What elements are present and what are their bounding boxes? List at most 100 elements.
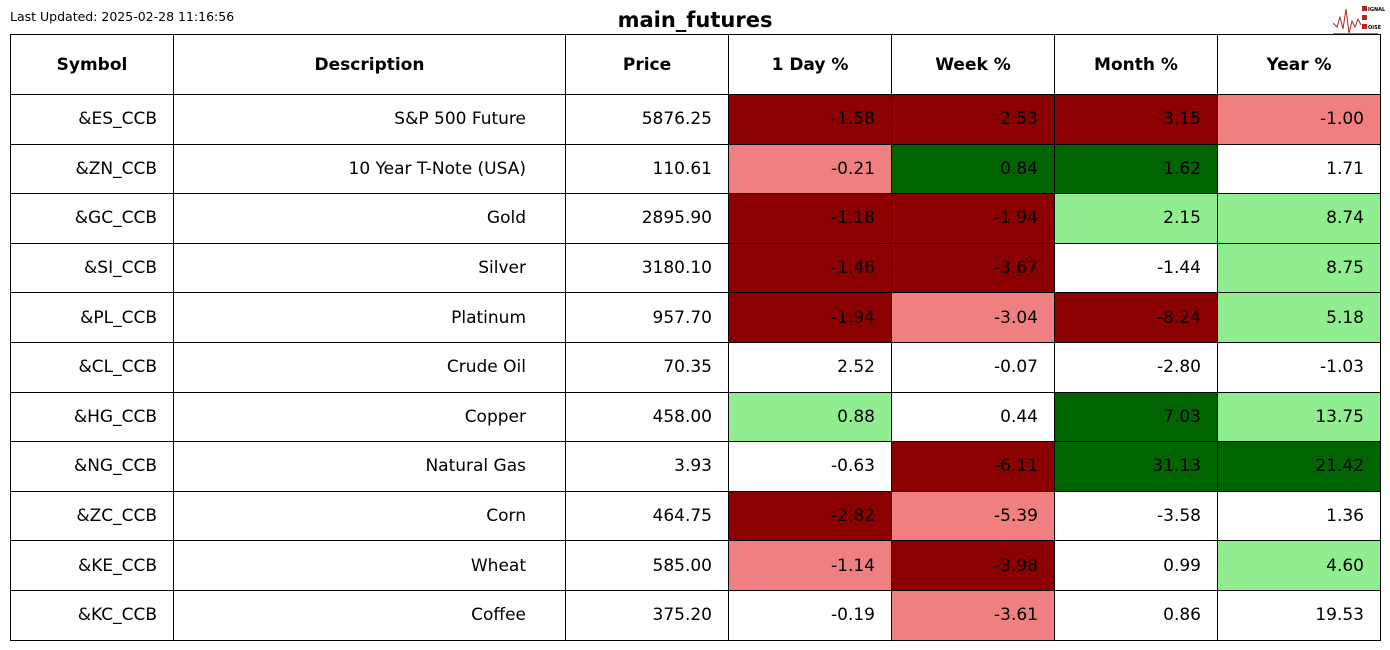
table-cell: 21.42 — [1217, 441, 1381, 492]
table-row: &NG_CCB Natural Gas 3.93 -0.63 -6.11 31.13 21.… — [10, 441, 1381, 492]
table-cell: Platinum — [173, 292, 566, 343]
table-cell: Corn — [173, 490, 566, 542]
table-cell: -0.07 — [891, 341, 1055, 393]
table-cell: &ZN_CCB — [10, 143, 174, 195]
table-row: &KE_CCB Wheat 585.00 -1.14 -3.98 0.99 4.60 — [10, 540, 1381, 591]
table-cell: -3.98 — [891, 540, 1055, 591]
table-cell: -1.14 — [728, 540, 892, 591]
table-cell: -1.44 — [1054, 242, 1218, 294]
futures-table: Symbol Description Price 1 Day % Week % Month… — [10, 34, 1381, 641]
table-cell: &ES_CCB — [10, 94, 174, 145]
table-cell: 110.61 — [565, 143, 729, 195]
table-cell: 1.62 — [1054, 143, 1218, 195]
table-row: &SI_CCB Silver 3180.10 -1.46 -3.67 -1.44 8.75 — [10, 242, 1381, 294]
table-cell: &KE_CCB — [10, 540, 174, 591]
table-cell: -1.46 — [728, 242, 892, 294]
table-cell: 4.60 — [1217, 540, 1381, 591]
svg-text:IGNAL: IGNAL — [1368, 7, 1385, 13]
table-cell: -0.21 — [728, 143, 892, 195]
table-cell: 458.00 — [565, 391, 729, 443]
column-header: Price — [565, 34, 729, 95]
table-row: &CL_CCB Crude Oil 70.35 2.52 -0.07 -2.80 -1.03 — [10, 341, 1381, 393]
table-cell: 464.75 — [565, 490, 729, 542]
table-cell: -3.04 — [891, 292, 1055, 343]
table-cell: -3.67 — [891, 242, 1055, 294]
header-row: Symbol Description Price 1 Day % Week % Month… — [10, 34, 1381, 95]
table-cell: -1.03 — [1217, 341, 1381, 393]
table-cell: Gold — [173, 193, 566, 244]
table-cell: 0.99 — [1054, 540, 1218, 591]
table-cell: -3.58 — [1054, 490, 1218, 542]
table-cell: &GC_CCB — [10, 193, 174, 244]
table-cell: -3.15 — [1054, 94, 1218, 145]
table-cell: -1.58 — [728, 94, 892, 145]
table-cell: Wheat — [173, 540, 566, 591]
table-row: &HG_CCB Copper 458.00 0.88 0.44 7.03 13.75 — [10, 391, 1381, 443]
table-cell: &HG_CCB — [10, 391, 174, 443]
table-cell: -2.80 — [1054, 341, 1218, 393]
table-cell: &SI_CCB — [10, 242, 174, 294]
table-cell: -3.61 — [891, 589, 1055, 641]
table-cell: -8.24 — [1054, 292, 1218, 343]
table-cell: 1.36 — [1217, 490, 1381, 542]
table-cell: 5.18 — [1217, 292, 1381, 343]
page-title: main_futures — [617, 8, 773, 32]
last-updated: Last Updated: 2025-02-28 11:16:56 — [10, 9, 235, 24]
table-cell: &PL_CCB — [10, 292, 174, 343]
table-cell: &ZC_CCB — [10, 490, 174, 542]
table-cell: &KC_CCB — [10, 589, 174, 641]
table-cell: 2.52 — [728, 341, 892, 393]
svg-text:OISE: OISE — [1368, 25, 1382, 31]
table-cell: S&P 500 Future — [173, 94, 566, 145]
table-cell: -2.53 — [891, 94, 1055, 145]
table-cell: -0.19 — [728, 589, 892, 641]
table-cell: Copper — [173, 391, 566, 443]
table-cell: -1.00 — [1217, 94, 1381, 145]
table-cell: 70.35 — [565, 341, 729, 393]
table-cell: -2.82 — [728, 490, 892, 542]
column-header: 1 Day % — [728, 34, 892, 95]
table-cell: -1.18 — [728, 193, 892, 244]
table-cell: 8.74 — [1217, 193, 1381, 244]
table-cell: 375.20 — [565, 589, 729, 641]
table-row: &ZN_CCB 10 Year T-Note (USA) 110.61 -0.21 0.… — [10, 143, 1381, 195]
table-cell: 1.71 — [1217, 143, 1381, 195]
table-cell: 957.70 — [565, 292, 729, 343]
table-cell: 0.84 — [891, 143, 1055, 195]
column-header: Year % — [1217, 34, 1381, 95]
signal-2-noise-logo: IGNAL OISE — [1333, 6, 1385, 35]
table-cell: 2.15 — [1054, 193, 1218, 244]
table-cell: 0.44 — [891, 391, 1055, 443]
column-header: Month % — [1054, 34, 1218, 95]
table-cell: Coffee — [173, 589, 566, 641]
table-cell: 31.13 — [1054, 441, 1218, 492]
table-cell: -1.94 — [728, 292, 892, 343]
table-cell: &CL_CCB — [10, 341, 174, 393]
table-cell: 7.03 — [1054, 391, 1218, 443]
table-cell: Natural Gas — [173, 441, 566, 492]
table-cell: Crude Oil — [173, 341, 566, 393]
table-cell: 10 Year T-Note (USA) — [173, 143, 566, 195]
column-header: Description — [173, 34, 566, 95]
table-cell: Silver — [173, 242, 566, 294]
table-row: &ES_CCB S&P 500 Future 5876.25 -1.58 -2.53 -3… — [10, 94, 1381, 145]
table-cell: -1.94 — [891, 193, 1055, 244]
table-row: &ZC_CCB Corn 464.75 -2.82 -5.39 -3.58 1.36 — [10, 490, 1381, 542]
table-cell: 585.00 — [565, 540, 729, 591]
table-cell: 8.75 — [1217, 242, 1381, 294]
table-cell: 3180.10 — [565, 242, 729, 294]
table-cell: &NG_CCB — [10, 441, 174, 492]
table-row: &KC_CCB Coffee 375.20 -0.19 -3.61 0.86 19.53 — [10, 589, 1381, 641]
column-header: Week % — [891, 34, 1055, 95]
column-header: Symbol — [10, 34, 174, 95]
table-cell: -6.11 — [891, 441, 1055, 492]
table-cell: 2895.90 — [565, 193, 729, 244]
table-cell: 13.75 — [1217, 391, 1381, 443]
table-cell: 5876.25 — [565, 94, 729, 145]
table-cell: 0.86 — [1054, 589, 1218, 641]
table-row: &GC_CCB Gold 2895.90 -1.18 -1.94 2.15 8.74 — [10, 193, 1381, 244]
table-cell: 0.88 — [728, 391, 892, 443]
table-cell: -0.63 — [728, 441, 892, 492]
table-cell: 19.53 — [1217, 589, 1381, 641]
table-cell: -5.39 — [891, 490, 1055, 542]
